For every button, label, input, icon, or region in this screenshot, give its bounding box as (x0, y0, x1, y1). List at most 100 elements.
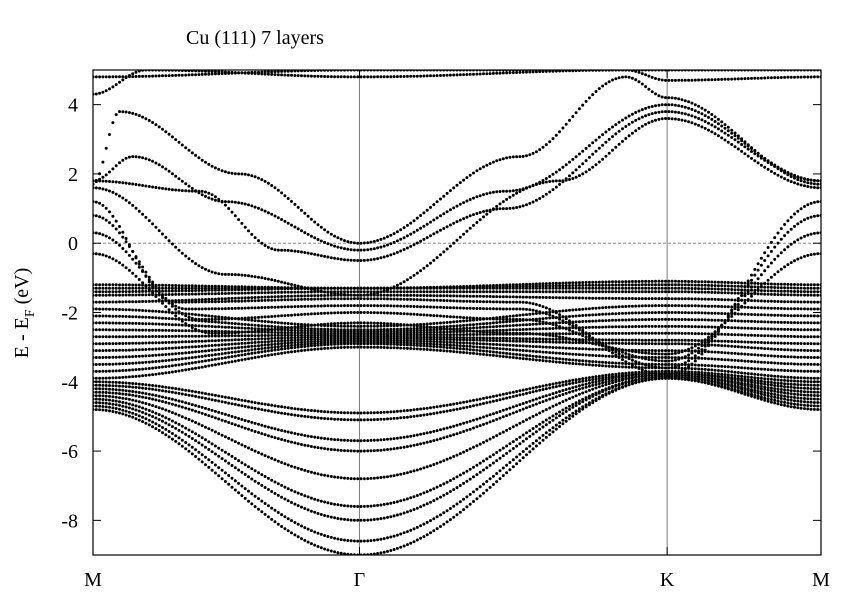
band-point (376, 328, 380, 332)
band-point (521, 349, 525, 352)
band-point (257, 347, 260, 351)
band-point (478, 349, 482, 353)
band-point (723, 358, 727, 362)
band-point (485, 401, 489, 405)
band-point (194, 360, 198, 364)
band-point (223, 459, 227, 463)
band-point (104, 328, 108, 332)
band-point (462, 421, 466, 425)
band-point (349, 539, 353, 543)
band-point (346, 539, 350, 542)
band-point (253, 494, 257, 498)
band-point (187, 289, 191, 293)
band-point (478, 485, 482, 489)
band-point (442, 321, 446, 325)
band-point (366, 418, 370, 422)
band-point (799, 355, 803, 359)
band-point (101, 314, 105, 318)
band-point (190, 334, 194, 338)
band-point (190, 361, 194, 365)
band-point (161, 400, 164, 403)
band-point (812, 376, 816, 380)
band-point (121, 384, 125, 388)
band-point (217, 410, 221, 414)
band-point (147, 413, 151, 417)
band-point (488, 353, 492, 357)
band-point (309, 344, 313, 348)
band-point (452, 336, 456, 339)
band-point (521, 313, 525, 317)
band-point (257, 471, 260, 475)
band-point (508, 336, 512, 340)
band-point (144, 315, 148, 319)
band-point (230, 326, 234, 329)
band-point (660, 297, 664, 301)
band-point (300, 414, 303, 418)
band-point (98, 342, 102, 346)
band-point (485, 396, 489, 400)
band-point (386, 324, 389, 328)
band-point (776, 320, 780, 324)
band-point (250, 344, 254, 348)
band-point (213, 292, 217, 296)
band-point (190, 445, 194, 449)
band-point (561, 296, 565, 300)
band-point (266, 291, 270, 295)
band-point (419, 333, 423, 337)
band-point (429, 342, 432, 346)
band-point (783, 362, 787, 366)
band-point (293, 333, 297, 337)
band-point (617, 386, 621, 390)
band-point (554, 416, 558, 420)
band-point (730, 319, 734, 323)
band-point (174, 358, 178, 361)
band-point (144, 309, 148, 313)
band-point (482, 325, 485, 329)
band-point (174, 329, 178, 333)
band-point (799, 393, 803, 397)
band-point (630, 338, 634, 342)
band-point (650, 290, 654, 294)
band-point (395, 327, 399, 331)
band-point (766, 347, 770, 351)
band-point (783, 355, 787, 359)
band (93, 335, 821, 346)
band-point (306, 434, 310, 438)
band-point (151, 393, 155, 397)
band-point (161, 289, 164, 293)
band-point (114, 300, 118, 304)
band-point (247, 352, 250, 356)
band-point (395, 436, 399, 440)
band-point (534, 350, 538, 354)
band-point (601, 325, 605, 329)
band-point (118, 293, 121, 297)
band-point (812, 314, 816, 318)
band-point (190, 452, 194, 456)
band-point (94, 390, 98, 394)
band-point (220, 477, 224, 481)
band-point (505, 392, 509, 396)
band-point (485, 353, 489, 357)
band-point (664, 369, 667, 373)
band-point (336, 448, 340, 452)
band-point (134, 404, 138, 408)
band-point (114, 362, 118, 366)
band-point (726, 326, 730, 329)
band-point (654, 324, 657, 328)
band-point (511, 425, 515, 429)
band-point (200, 354, 204, 358)
band-point (660, 304, 664, 308)
band-point (111, 406, 115, 410)
band-point (634, 362, 638, 366)
band-point (445, 409, 449, 413)
band-point (293, 413, 297, 417)
band-point (204, 349, 207, 353)
band-point (429, 340, 432, 343)
band-point (227, 321, 231, 325)
band-point (786, 375, 790, 379)
band-point (654, 342, 657, 346)
band-point (210, 339, 214, 343)
band-point (194, 313, 198, 317)
band-point (270, 517, 274, 521)
band-point (786, 404, 790, 408)
